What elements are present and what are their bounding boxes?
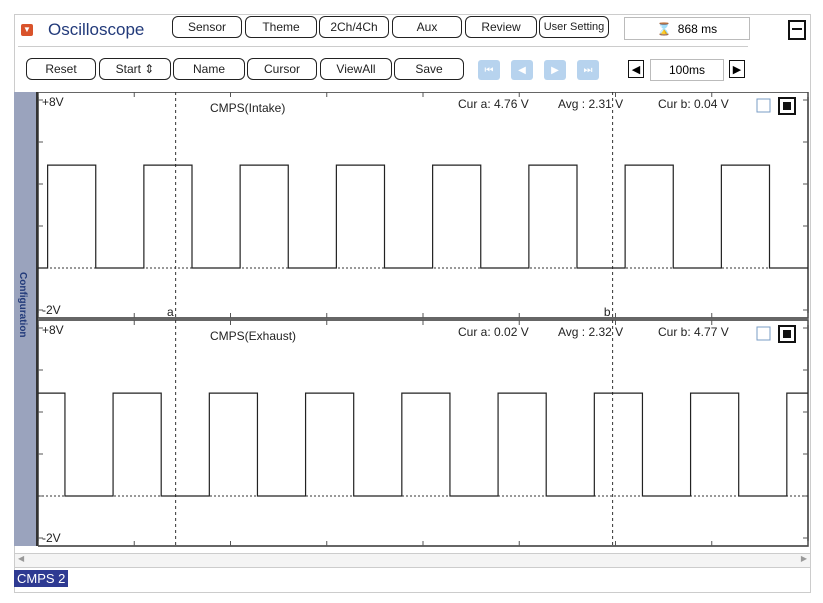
start-label: Start (115, 62, 141, 76)
channel-title: CMPS(Intake) (210, 101, 285, 115)
time-value: 868 ms (677, 21, 718, 36)
horizontal-scrollbar[interactable]: ◀ ▶ (14, 553, 811, 568)
average-readout: Avg : 2.31 V (558, 97, 623, 111)
timebase-increase-icon[interactable]: ▶ (729, 60, 745, 78)
y-max-label: +8V (42, 95, 64, 109)
save-button[interactable]: Save (394, 58, 464, 80)
y-max-label: +8V (42, 323, 64, 337)
next-icon[interactable]: ▶ (544, 60, 566, 80)
channel-checkbox[interactable] (756, 98, 771, 113)
reset-button[interactable]: Reset (26, 58, 96, 80)
name-button[interactable]: Name (173, 58, 245, 80)
menu-icon[interactable]: ▼ (21, 24, 33, 36)
channel-color-swatch (783, 102, 791, 110)
panel-1 (38, 92, 809, 319)
timer-icon: ⌛ (656, 21, 672, 36)
divider (18, 46, 748, 47)
layout-icon[interactable] (788, 20, 806, 40)
average-readout: Avg : 2.32 V (558, 325, 623, 339)
viewall-button[interactable]: ViewAll (320, 58, 392, 80)
channel-color-swatch (783, 330, 791, 338)
cursor-b-readout: Cur b: 4.77 V (658, 325, 729, 339)
cursor-b-label: b (604, 305, 611, 319)
sensor-button[interactable]: Sensor (172, 16, 242, 38)
cursor-a-readout: Cur a: 4.76 V (458, 97, 529, 111)
waveform-trace (38, 164, 808, 269)
channel-badge: CMPS 2 (14, 570, 69, 587)
configuration-label: Configuration (17, 272, 28, 338)
y-min-label: -2V (42, 531, 61, 545)
timebase-decrease-icon[interactable]: ◀ (628, 60, 644, 78)
y-min-label: -2V (42, 303, 61, 317)
prev-icon[interactable]: ◀ (511, 60, 533, 80)
scope-display: +8V -2V CMPS(Intake) Cur a: 4.76 V Avg : 2.3… (38, 92, 809, 547)
timebase-value: 100ms (650, 59, 724, 81)
user-setting-button[interactable]: User Setting (539, 16, 609, 38)
last-icon[interactable]: ⏭ (577, 60, 599, 80)
channels-button[interactable]: 2Ch/4Ch (319, 16, 389, 38)
waveform-trace (38, 392, 808, 497)
channel-title: CMPS(Exhaust) (210, 329, 296, 343)
first-icon[interactable]: ⏮ (478, 60, 500, 80)
cursor-button[interactable]: Cursor (247, 58, 317, 80)
panel-2 (38, 319, 809, 547)
aux-button[interactable]: Aux (392, 16, 462, 38)
app-title: Oscilloscope (48, 20, 145, 39)
cursor-a-label: a (167, 305, 174, 319)
theme-button[interactable]: Theme (245, 16, 317, 38)
cursor-b-readout: Cur b: 0.04 V (658, 97, 729, 111)
configuration-tab[interactable]: Configuration (14, 92, 38, 546)
cursor-a-readout: Cur a: 0.02 V (458, 325, 529, 339)
channel-checkbox[interactable] (756, 326, 771, 341)
time-readout: ⌛ 868 ms (624, 17, 750, 40)
review-button[interactable]: Review (465, 16, 537, 38)
start-select[interactable]: Start ⇕ (99, 58, 171, 80)
